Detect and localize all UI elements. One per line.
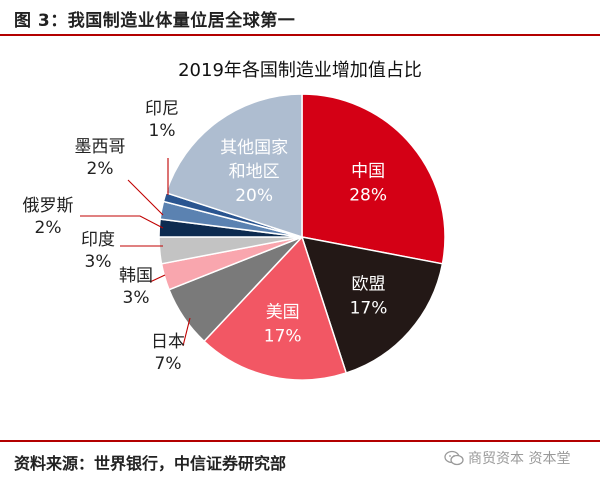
bottom-rule [0,440,600,442]
slice-name-label: 和地区 [229,162,280,182]
pie-slice-0 [301,93,446,265]
slice-labels: 中国28%欧盟17%美国17%日本7%韩国3%印度3%俄罗斯2%墨西哥2%印尼1… [23,99,388,374]
slice-value-label: 2% [35,218,62,238]
slice-name-label: 俄罗斯 [23,196,74,216]
pie-slice-9 [165,93,303,239]
slice-name-label: 中国 [351,161,385,181]
slice-name-label: 其他国家 [220,138,288,158]
slice-name-label: 印尼 [145,99,179,119]
leader-line [182,317,191,347]
top-rule [0,34,600,36]
wechat-icon [444,450,464,466]
slice-value-label: 3% [85,252,112,272]
figure-title: 图 3：我国制造业体量位居全球第一 [14,11,296,31]
slice-value-label: 17% [264,327,302,347]
slice-value-label: 7% [155,354,182,374]
slice-name-label: 韩国 [119,266,153,286]
pie-slices [158,93,446,381]
slice-value-label: 1% [149,121,176,141]
chart-title: 2019年各国制造业增加值占比 [178,60,422,81]
slice-value-label: 28% [349,185,387,205]
slice-name-label: 美国 [266,303,300,323]
slice-name-label: 墨西哥 [75,137,126,157]
pie-slice-2 [203,235,348,381]
leader-line [80,215,164,229]
pie-slice-1 [300,236,444,374]
slice-name-label: 印度 [81,230,115,250]
leader-line [127,179,164,216]
slice-value-label: 17% [350,299,388,319]
slice-value-label: 20% [235,186,273,206]
watermark-text: 商贸资本 资本堂 [468,451,571,467]
slice-value-label: 3% [123,288,150,308]
source-note: 资料来源：世界银行，中信证券研究部 [14,454,287,473]
leader-line [149,274,166,283]
watermark: 商贸资本 资本堂 [444,448,570,468]
slice-name-label: 日本 [151,332,185,352]
leader-lines [80,158,191,347]
slice-value-label: 2% [87,159,114,179]
slice-name-label: 欧盟 [352,275,386,295]
